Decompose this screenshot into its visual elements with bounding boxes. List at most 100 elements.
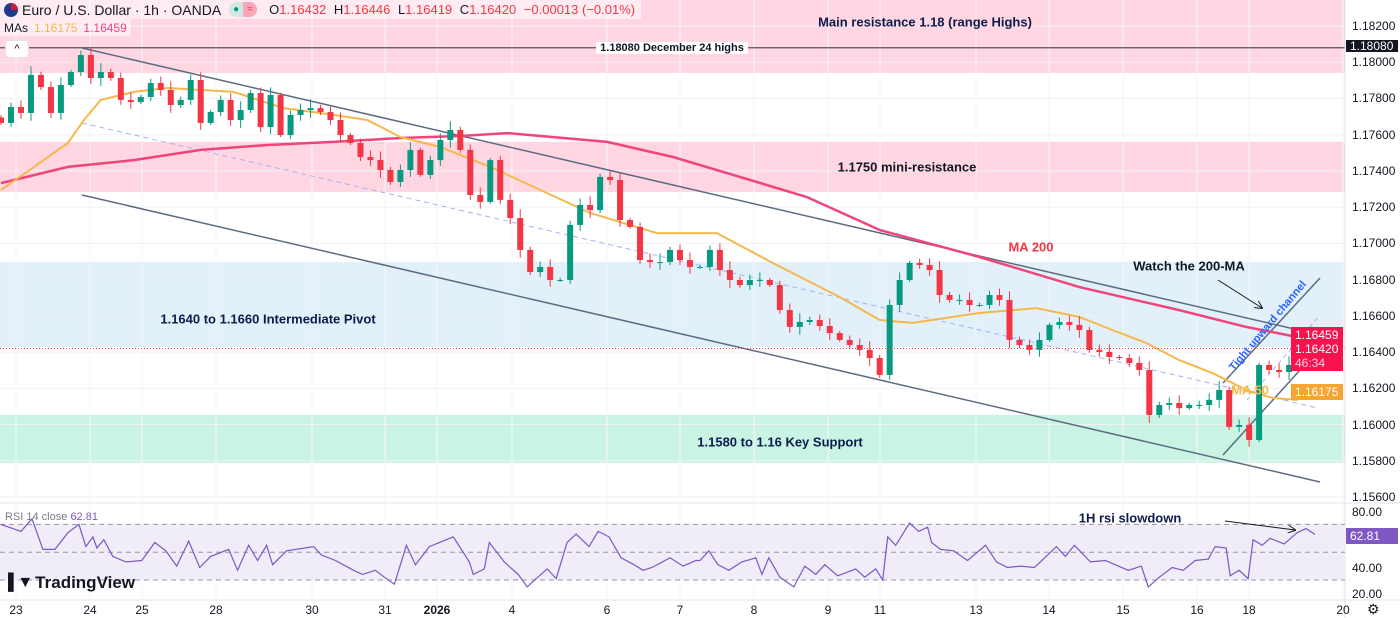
time-axis-label: 30	[305, 603, 319, 617]
ma50-label: MA 50	[1231, 382, 1269, 398]
candle-body	[1216, 389, 1223, 400]
channel-upper-line	[81, 47, 1321, 336]
candle-body	[237, 110, 244, 121]
price-axis-label: 1.17400	[1352, 163, 1396, 178]
ma50-line	[0, 86, 1320, 401]
candle-body	[1236, 424, 1243, 427]
candle-body	[547, 266, 554, 280]
collapse-legend-button[interactable]: ^	[5, 40, 29, 58]
candle-body	[1116, 356, 1123, 359]
candle-body	[806, 320, 813, 323]
high-label: H	[333, 2, 344, 17]
candle-body	[337, 120, 344, 136]
candle-body	[487, 160, 494, 202]
candle-body	[287, 114, 294, 136]
mini-resistance-label: 1.1750 mini-resistance	[837, 159, 977, 175]
candle-body	[397, 170, 404, 182]
price-axis-label: 1.18200	[1352, 19, 1396, 33]
price-axis-label: 1.17600	[1352, 127, 1396, 142]
ma200-line	[0, 131, 1320, 343]
key-support-zone	[0, 414, 1345, 463]
candle-body	[946, 295, 953, 300]
rsi-axis-label: 20.00	[1352, 587, 1383, 601]
candle-body	[1256, 364, 1263, 440]
price-axis-label: 1.16400	[1352, 345, 1396, 360]
candle-body	[77, 54, 84, 73]
ma200-label: MA 200	[1008, 239, 1054, 255]
price-axis-label: 1.17000	[1352, 236, 1396, 251]
time-axis-label: 16	[1190, 603, 1204, 617]
candle-body	[1276, 370, 1283, 373]
price-axis-label: 1.16000	[1352, 417, 1396, 432]
buy-indicator-icon[interactable]: ●	[229, 2, 244, 17]
tradingview-logo[interactable]: ▌▼ TradingView	[8, 573, 135, 593]
candle-body	[1006, 299, 1013, 340]
candle-body	[796, 322, 803, 327]
sell-indicator-icon[interactable]: ≈	[243, 2, 258, 17]
price-axis-label: 1.15600	[1352, 490, 1396, 504]
rsi-slowdown-label: 1H rsi slowdown	[1078, 510, 1182, 526]
candle-body	[1186, 404, 1193, 409]
candle-body	[67, 72, 74, 86]
ma200-value: 1.16459	[83, 20, 127, 35]
candle-body	[367, 156, 374, 161]
main-resistance-label: Main resistance 1.18 (range Highs)	[818, 14, 1032, 30]
time-axis-label: 31	[378, 603, 392, 617]
candle-body	[327, 112, 334, 121]
candle-body	[1156, 404, 1163, 415]
trade-buttons[interactable]: ● ≈	[229, 2, 258, 17]
candle-body	[1146, 370, 1153, 415]
watch-200ma-label: Watch the 200-MA	[1133, 258, 1245, 274]
time-axis-label: 14	[1042, 603, 1056, 617]
open-label: O	[269, 2, 280, 17]
pivot-zone-label: 1.1640 to 1.1660 Intermediate Pivot	[160, 311, 376, 327]
candle-body	[1066, 322, 1073, 325]
bar-countdown: 46:34	[1295, 356, 1326, 370]
candle-body	[0, 117, 4, 123]
candle-body	[517, 218, 524, 250]
candle-body	[187, 79, 194, 100]
candle-body	[177, 99, 184, 105]
candle-body	[876, 358, 883, 375]
candle-body	[1016, 339, 1023, 346]
candle-body	[567, 224, 574, 280]
rsi-badge: 62.81	[1346, 528, 1398, 544]
candle-body	[527, 249, 534, 273]
candle-body	[986, 295, 993, 305]
price-axis-label: 1.16600	[1352, 308, 1396, 323]
candle-body	[537, 266, 544, 273]
candle-body	[167, 89, 174, 105]
candle-body	[1266, 364, 1273, 371]
ma50-value: 1.16175	[34, 20, 78, 35]
candle-body	[147, 83, 154, 98]
moving-averages-legend[interactable]: MAs 1.16175 1.16459	[0, 19, 131, 36]
channel-lower-line	[81, 194, 1321, 483]
candle-body	[906, 262, 913, 280]
candle-body	[257, 93, 264, 128]
eur-usd-flag-icon	[4, 2, 18, 17]
high-value: 1.16446	[343, 2, 391, 17]
candle-body	[996, 295, 1003, 300]
candle-body	[57, 85, 64, 113]
candle-body	[417, 149, 424, 175]
candle-body	[1096, 349, 1103, 352]
ma50-price-badge: 1.16175	[1291, 384, 1343, 400]
time-axis-label: 9	[824, 603, 832, 617]
rsi-line	[0, 517, 1316, 588]
low-label: L	[397, 2, 406, 17]
candle-body	[427, 160, 434, 175]
candle-body	[317, 108, 324, 113]
candle-body	[1046, 324, 1053, 340]
time-axis-label: 4	[508, 603, 516, 617]
intermediate-pivot-zone	[0, 262, 1345, 348]
rsi-legend[interactable]: RSI 14 close 62.81	[5, 511, 98, 523]
gear-icon[interactable]: ⚙	[1367, 601, 1380, 617]
candle-body	[37, 74, 44, 88]
candle-body	[377, 160, 384, 171]
price-axis-label: 1.17200	[1352, 200, 1396, 215]
symbol-title[interactable]: Euro / U.S. Dollar · 1h · OANDA	[22, 1, 222, 18]
rsi-slowdown-arrow	[1224, 520, 1295, 530]
candle-body	[816, 320, 823, 326]
candle-body	[267, 95, 274, 128]
